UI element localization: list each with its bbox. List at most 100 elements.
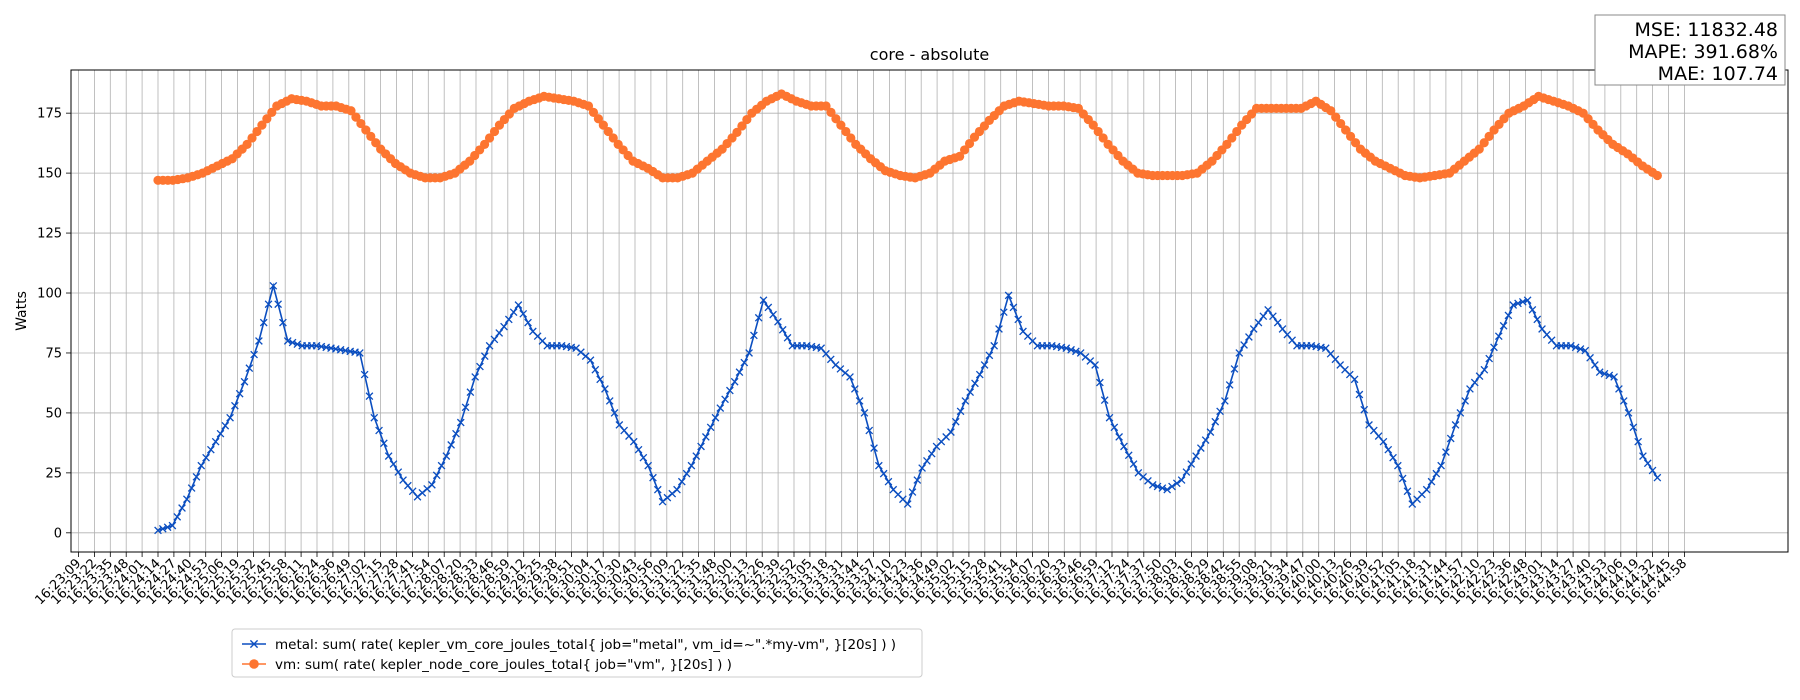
data-point [955,151,965,161]
data-point [456,418,465,427]
data-point [836,120,846,130]
data-point [999,308,1008,317]
y-tick-label: 0 [54,526,62,541]
data-point [1120,442,1128,451]
data-point [361,125,371,135]
data-point [375,426,383,435]
data-point [197,461,206,470]
data-point [1249,325,1258,333]
data-point [1341,125,1351,135]
y-tick-label: 175 [37,107,62,122]
data-point [221,421,230,430]
data-point [1466,385,1474,393]
data-point [1581,346,1590,355]
data-point [980,361,989,369]
data-point [1422,485,1431,494]
data-point [711,413,720,422]
data-point [1273,318,1282,327]
data-point [1098,133,1108,143]
data-point [250,350,258,359]
data-point [173,512,182,521]
data-point [1088,120,1098,130]
data-point [774,317,782,326]
data-point [461,403,470,412]
data-point [754,313,763,322]
data-point [1518,297,1527,306]
data-point [442,452,451,460]
data-point [1350,375,1359,384]
legend-label: vm: sum( rate( kepler_node_core_joules_t… [275,657,732,673]
data-point [1643,459,1652,468]
data-point [1494,332,1503,341]
data-point [1254,318,1263,327]
data-point [629,437,638,446]
data-point [437,461,446,470]
data-point [370,413,379,422]
data-point [211,437,220,446]
data-point [644,461,653,470]
data-point [692,452,701,460]
data-point [1331,112,1341,122]
data-point [1153,482,1162,491]
data-point [262,114,272,124]
data-point [245,364,254,373]
data-point [737,121,747,131]
data-point [1479,138,1489,148]
data-point [471,373,480,381]
data-point [1389,453,1397,462]
data-point [514,301,523,309]
data-point [1461,397,1469,405]
data-point [778,325,787,334]
data-point [913,476,922,484]
legend: metal: sum( rate( kepler_vm_core_joules_… [231,628,923,678]
data-point [1403,487,1412,496]
data-point [1451,421,1460,429]
data-point [1206,428,1215,436]
data-point [1177,476,1186,484]
data-point [1148,480,1157,489]
data-point [649,473,657,482]
data-point [682,469,691,478]
data-point [1567,341,1575,350]
data-point [1222,139,1232,149]
data-point [1591,361,1599,369]
data-point [870,444,878,452]
data-point [380,439,388,448]
data-point [452,429,460,438]
data-point [593,114,604,124]
data-point [476,362,484,371]
data-point [783,333,792,342]
data-point [1615,385,1623,393]
data-point [1605,371,1614,380]
data-point [1514,299,1522,308]
data-point [908,488,917,496]
data-point [1571,343,1580,352]
data-point [226,413,234,422]
data-point [1091,361,1099,369]
y-tick-label: 150 [37,167,62,182]
data-point [961,397,970,405]
data-point [1533,315,1542,324]
data-point [1484,131,1494,141]
data-point [985,351,994,360]
data-point [742,114,752,125]
data-point [596,375,604,384]
data-point [1610,373,1618,381]
data-point [1172,479,1181,488]
data-point [1437,461,1445,470]
data-point [1115,433,1123,441]
data-point [384,452,393,460]
data-point [601,385,609,393]
data-point [484,133,495,143]
data-point [1158,484,1167,492]
data-point [583,101,594,111]
data-point [677,477,686,486]
data-point [259,318,268,327]
y-tick-label: 75 [45,346,62,361]
data-point [603,126,613,137]
y-axis: 0 25 50 75 100 125 150 175 [37,107,71,541]
data-point [1004,291,1013,300]
data-point [1528,305,1537,314]
data-point [365,392,374,400]
series-line [157,282,1659,532]
